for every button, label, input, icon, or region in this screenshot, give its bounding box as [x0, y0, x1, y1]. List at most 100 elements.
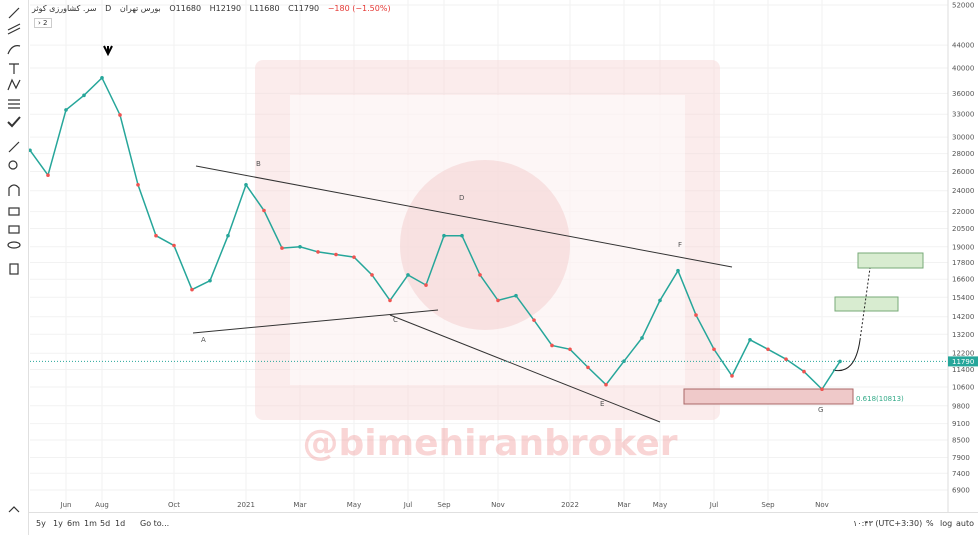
exchange: بورس تهران [119, 4, 161, 13]
range-button[interactable]: 1d [115, 519, 126, 528]
y-tick-label: 26000 [952, 168, 974, 176]
price-point [100, 76, 104, 80]
price-point [820, 387, 824, 392]
tool-icon[interactable] [8, 506, 20, 513]
wave-label: D [459, 194, 464, 202]
x-tick-label: Sep [437, 501, 451, 509]
price-point [352, 255, 356, 259]
range-button[interactable]: 5d [100, 519, 111, 528]
wave-label: E [600, 400, 604, 408]
y-tick-label: 12200 [952, 350, 974, 358]
tool-icon[interactable] [8, 99, 20, 109]
change: −180 (−1.50%) [327, 4, 391, 13]
y-tick-label: 40000 [952, 65, 974, 73]
price-point [658, 298, 662, 303]
projection [832, 339, 861, 372]
tool-icon[interactable] [7, 23, 21, 35]
price-point [424, 283, 428, 287]
x-tick-label: Mar [293, 501, 306, 509]
symbol: سر. کشاورزی کوثر [32, 4, 97, 13]
tool-icon[interactable] [9, 263, 19, 275]
watermark: @bimehiranbroker [302, 423, 677, 464]
tool-icon[interactable] [7, 45, 21, 55]
drawing-toolbar [0, 0, 29, 535]
indicator-toggle[interactable]: › 2 [34, 18, 52, 28]
price-point [82, 93, 86, 98]
price-point [604, 382, 608, 387]
bottom-toolbar: 5y 1y 6m 1m 5d 1d Go to... ۱۰:۴۳ (UTC+3:… [28, 512, 978, 536]
tool-icon[interactable] [8, 207, 20, 216]
auto-toggle[interactable]: auto [956, 519, 975, 528]
price-point [46, 173, 50, 178]
y-tick-label: 13200 [952, 331, 974, 339]
last-price-label: 11790 [952, 358, 974, 366]
price-point [568, 347, 572, 352]
price-point [748, 337, 752, 342]
fib-label: 0.618(10813) [856, 395, 904, 403]
price-point [172, 243, 176, 248]
range-button[interactable]: 6m [67, 519, 80, 528]
y-tick-label: 11400 [952, 366, 974, 374]
price-point [154, 233, 158, 238]
price-point [442, 233, 446, 238]
wave-label: B [256, 160, 261, 168]
x-tick-label: Sep [761, 501, 775, 509]
ohlc: L11680 [249, 4, 280, 13]
target-box [857, 252, 924, 269]
price-point [334, 252, 338, 257]
y-tick-label: 28000 [952, 150, 974, 158]
tool-icon[interactable] [8, 141, 20, 153]
y-tick-label: 8500 [952, 436, 970, 444]
range-button[interactable]: 1m [84, 519, 97, 528]
price-point [280, 246, 284, 250]
x-tick-label: Mar [617, 501, 630, 509]
tool-icon[interactable] [8, 184, 20, 196]
x-tick-label: May [347, 501, 361, 509]
price-point [316, 250, 320, 254]
watermark-logo [290, 95, 685, 385]
range-button[interactable]: 1y [53, 519, 63, 528]
trend-line [195, 165, 733, 268]
projection [859, 267, 871, 341]
price-point [514, 293, 518, 298]
header: سر. کشاورزی کوثر D بورس تهران O11680 H12… [32, 4, 397, 13]
support-box [683, 388, 854, 405]
interval[interactable]: D [105, 4, 112, 13]
x-tick-label: Jul [709, 501, 719, 509]
trend-line [389, 314, 661, 423]
range-button[interactable]: 5y [36, 519, 46, 528]
wave-label: C [393, 316, 398, 324]
y-tick-label: 6900 [952, 487, 970, 495]
price-point [118, 113, 122, 117]
x-tick-label: Oct [168, 501, 180, 509]
price-point [730, 374, 734, 378]
target-box [834, 296, 899, 312]
tool-icon[interactable] [9, 63, 19, 74]
goto-button[interactable]: Go to... [140, 519, 170, 528]
tool-icon[interactable] [7, 78, 21, 91]
x-tick-label: 2022 [561, 501, 579, 509]
percent-toggle[interactable]: % [926, 519, 934, 528]
price-point [406, 273, 410, 277]
price-point [298, 245, 302, 249]
tool-icon[interactable] [8, 160, 18, 170]
ohlc: H12190 [209, 4, 242, 13]
log-toggle[interactable]: log [940, 519, 953, 528]
y-tick-label: 15400 [952, 294, 974, 302]
price-point [550, 343, 554, 348]
price-point [208, 278, 212, 283]
price-point [64, 108, 68, 112]
tool-icon[interactable] [8, 225, 20, 234]
price-point [190, 287, 194, 292]
tool-icon[interactable] [8, 7, 20, 19]
y-tick-label: 9100 [952, 420, 970, 428]
y-tick-label: 17800 [952, 259, 974, 267]
tool-icon[interactable] [7, 241, 21, 249]
tool-icon[interactable] [7, 116, 21, 128]
price-point [676, 268, 680, 273]
price-point [784, 357, 788, 361]
price-point [478, 273, 482, 277]
y-tick-label: 36000 [952, 90, 974, 98]
